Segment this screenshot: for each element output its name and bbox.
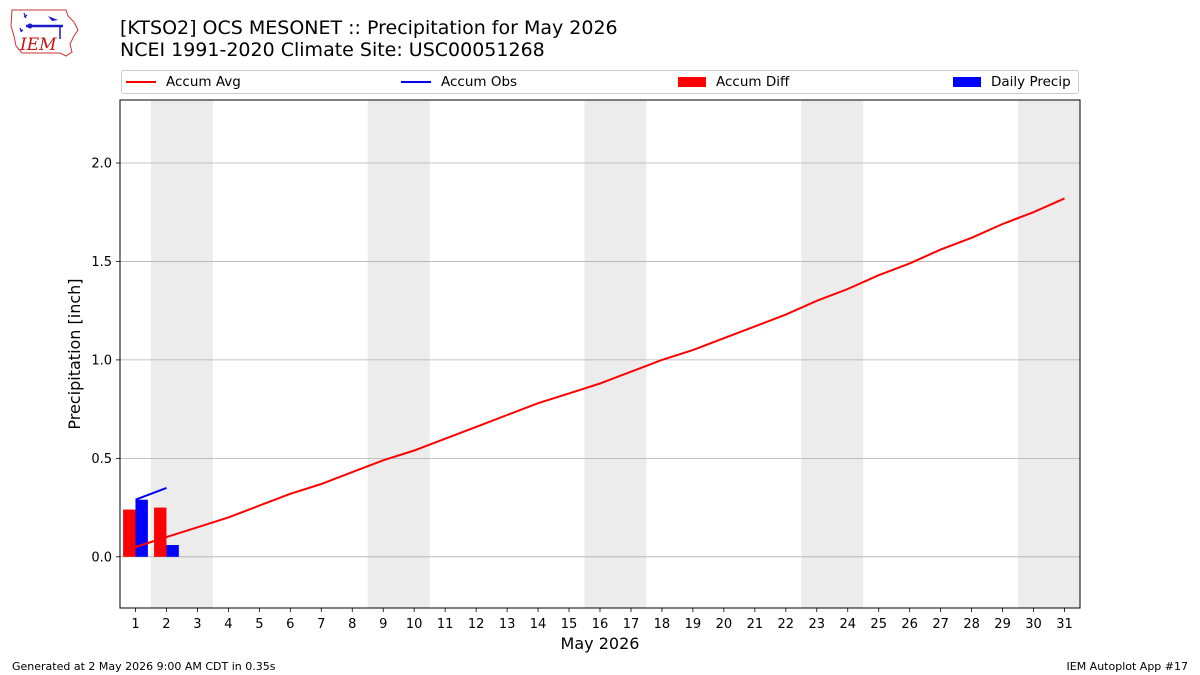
footer-app-label: IEM Autoplot App #17 [1066, 660, 1189, 673]
accum-diff-bar [154, 507, 167, 557]
legend-label-daily-precip: Daily Precip [991, 74, 1071, 90]
x-tick-label: 5 [255, 617, 263, 632]
iowa-state-outline [10, 9, 79, 57]
legend-swatch-accum-diff [678, 77, 706, 87]
x-tick-label: 24 [839, 617, 856, 632]
x-tick-label: 6 [286, 617, 294, 632]
x-tick-label: 21 [747, 617, 764, 632]
accum-obs-line [135, 486, 167, 501]
legend-label-accum-diff: Accum Diff [716, 74, 790, 90]
x-tick-label: 16 [592, 617, 609, 632]
y-tick-label: 2.0 [91, 157, 112, 172]
weekend-band [801, 100, 864, 608]
x-tick-label: 25 [870, 617, 887, 632]
x-tick-label: 30 [1025, 617, 1042, 632]
x-tick-label: 17 [623, 617, 640, 632]
x-tick-label: 10 [406, 617, 423, 632]
x-tick-label: 3 [193, 617, 201, 632]
y-tick-label: 1.0 [91, 353, 112, 368]
legend-label-accum-avg: Accum Avg [166, 74, 241, 90]
x-tick-label: 29 [994, 617, 1011, 632]
x-tick-label: 14 [530, 617, 547, 632]
legend-item-accum-avg: Accum Avg [126, 71, 241, 93]
iem-logo-text: IEM [19, 35, 57, 55]
x-tick-label: 2 [162, 617, 170, 632]
legend-label-accum-obs: Accum Obs [441, 74, 518, 90]
legend-swatch-daily-precip [953, 77, 981, 87]
daily-precip-bar [135, 499, 148, 557]
x-tick-label: 19 [685, 617, 702, 632]
x-tick-label: 13 [499, 617, 516, 632]
y-tick-label: 1.5 [91, 255, 112, 270]
y-axis-label: Precipitation [inch] [65, 278, 84, 429]
x-tick-label: 1 [131, 617, 139, 632]
x-tick-label: 7 [317, 617, 325, 632]
footer-generated-text: Generated at 2 May 2026 9:00 AM CDT in 0… [12, 660, 276, 673]
iem-logo: IEM [10, 9, 79, 57]
x-tick-label: 23 [809, 617, 826, 632]
x-tick-label: 31 [1056, 617, 1073, 632]
weekend-band [367, 100, 430, 608]
x-tick-label: 27 [932, 617, 949, 632]
legend-swatch-accum-obs [401, 81, 431, 83]
x-tick-label: 15 [561, 617, 578, 632]
x-tick-label: 12 [468, 617, 485, 632]
accum-avg-line [135, 197, 1065, 548]
legend-item-accum-diff: Accum Diff [678, 71, 789, 93]
chart-title-line2: NCEI 1991-2020 Climate Site: USC00051268 [120, 39, 545, 61]
x-tick-label: 22 [778, 617, 795, 632]
legend-item-accum-obs: Accum Obs [401, 71, 517, 93]
x-tick-label: 9 [379, 617, 387, 632]
weekend-band [584, 100, 647, 608]
legend-item-daily-precip: Daily Precip [953, 71, 1071, 93]
x-tick-label: 18 [654, 617, 671, 632]
plot-frame [119, 99, 1081, 609]
chart-legend: Accum Avg Accum Obs Accum Diff Daily Pre… [121, 70, 1079, 94]
legend-swatch-accum-avg [126, 81, 156, 83]
accum-diff-bar [123, 509, 136, 557]
x-tick-label: 26 [901, 617, 918, 632]
y-tick-label: 0.0 [91, 550, 112, 565]
x-tick-label: 20 [716, 617, 733, 632]
x-tick-label: 4 [224, 617, 232, 632]
daily-precip-bar [166, 544, 179, 557]
x-tick-label: 11 [437, 617, 454, 632]
x-tick-label: 8 [348, 617, 356, 632]
weekend-band [1018, 100, 1080, 608]
x-axis-label: May 2026 [561, 634, 640, 653]
y-tick-label: 0.5 [91, 452, 112, 467]
chart-title: [KTSO2] OCS MESONET :: Precipitation for… [120, 17, 618, 61]
chart-title-line1: [KTSO2] OCS MESONET :: Precipitation for… [120, 17, 618, 39]
x-tick-label: 28 [963, 617, 980, 632]
